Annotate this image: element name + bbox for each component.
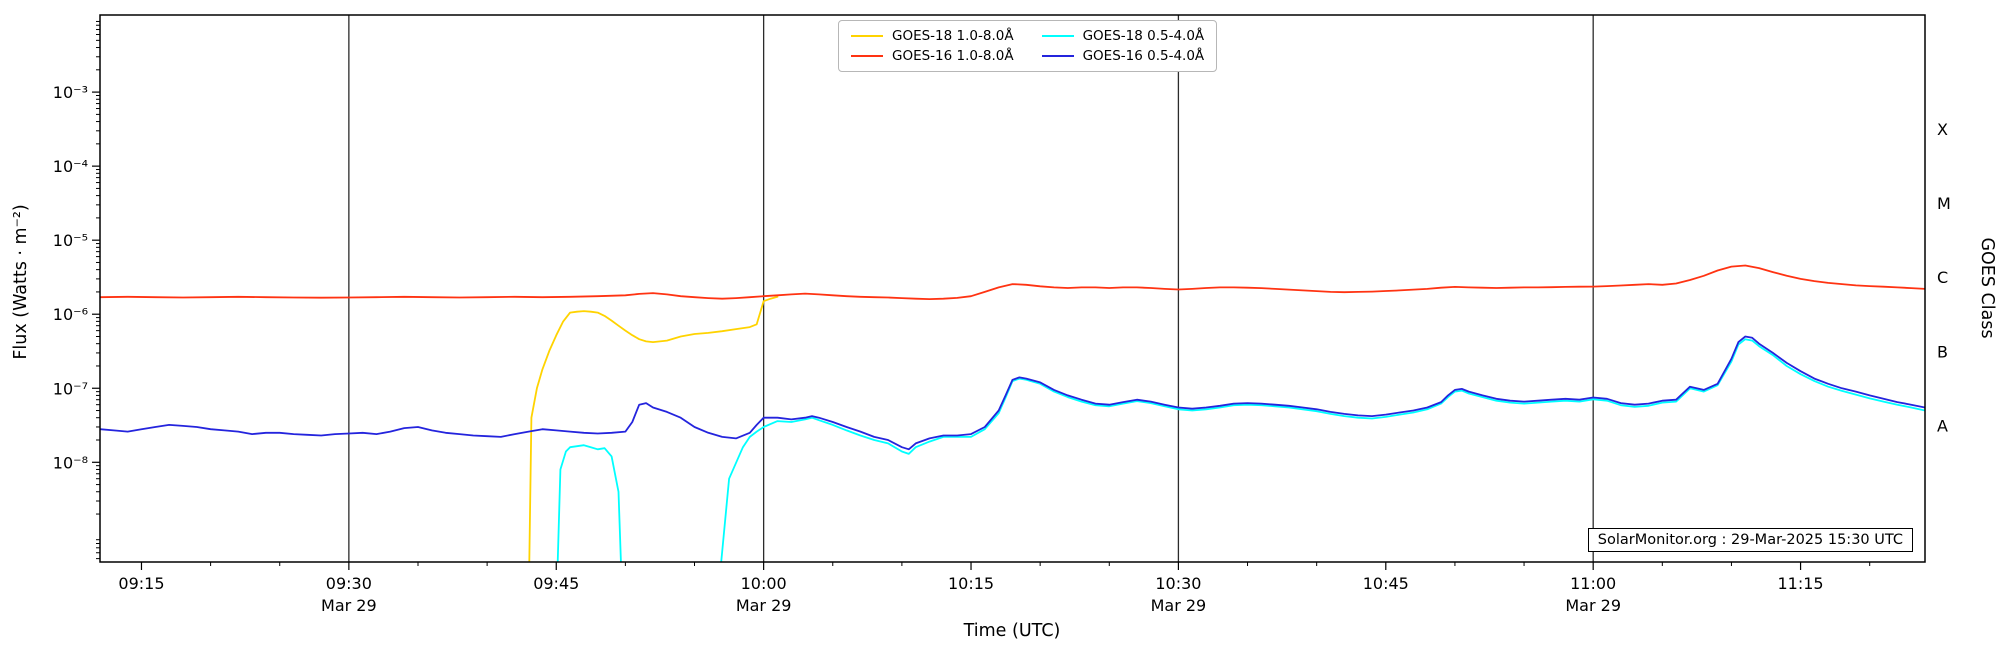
goes-class-label: X (1937, 120, 1948, 139)
legend-item-goes16-short: GOES-16 0.5-4.0Å (1041, 48, 1205, 64)
legend: GOES-18 1.0-8.0Å GOES-16 1.0-8.0Å GOES-18 … (838, 20, 1218, 72)
y-tick-label: 10⁻⁶ (53, 305, 88, 324)
legend-label: GOES-18 1.0-8.0Å (892, 28, 1014, 44)
x-tick-label: 09:45 (533, 574, 579, 593)
goes-class-label: C (1937, 268, 1948, 287)
y-tick-label: 10⁻⁵ (53, 231, 88, 250)
x-tick-label: 09:15 (118, 574, 164, 593)
y-tick-label: 10⁻⁴ (53, 157, 88, 176)
x-date-label: Mar 29 (736, 596, 792, 615)
goes-class-label: M (1937, 194, 1951, 213)
x-tick-label: 10:15 (948, 574, 994, 593)
x-tick-label: 10:30 (1155, 574, 1201, 593)
x-tick-label: 11:00 (1570, 574, 1616, 593)
legend-label: GOES-18 0.5-4.0Å (1082, 28, 1205, 44)
goes-class-label: B (1937, 342, 1948, 361)
plot-border (99, 14, 1926, 563)
x-tick-label: 11:15 (1778, 574, 1824, 593)
series-line-goes18-long (528, 295, 779, 562)
axes-layer: 09:15 09:30 09:45 10:00 10:15 10:30 10:45 11:00… (53, 14, 1951, 615)
x-date-label: Mar 29 (321, 596, 377, 615)
y-tick-label: 10⁻⁷ (53, 379, 88, 398)
series-line-goes16-long (100, 264, 1925, 301)
y-tick-label: 10⁻³ (53, 83, 88, 102)
x-tick-label: 09:30 (326, 574, 372, 593)
x-tick-label: 10:45 (1363, 574, 1409, 593)
legend-item-goes18-long: GOES-18 1.0-8.0Å (851, 28, 1014, 44)
x-date-label: Mar 29 (1151, 596, 1207, 615)
series-line-goes18-short (556, 338, 1925, 562)
legend-item-goes16-long: GOES-16 1.0-8.0Å (851, 48, 1014, 64)
y-axis-title: Flux (Watts · m⁻²) (11, 204, 31, 359)
x-tick-label: 10:00 (741, 574, 787, 593)
legend-line-swatch (1041, 35, 1074, 37)
gridlines-layer (348, 15, 1594, 562)
goes-class-label: A (1937, 416, 1948, 435)
right-axis-title: GOES Class (1977, 237, 1997, 338)
legend-item-goes18-short: GOES-18 0.5-4.0Å (1041, 28, 1205, 44)
legend-line-swatch (1041, 55, 1074, 57)
legend-line-swatch (851, 35, 883, 37)
series-line-goes16-short (100, 335, 1925, 451)
x-axis-title: Time (UTC) (963, 621, 1061, 641)
y-tick-label: 10⁻⁸ (53, 453, 88, 472)
legend-label: GOES-16 0.5-4.0Å (1082, 48, 1205, 64)
series-layer (100, 264, 1925, 562)
watermark-label: SolarMonitor.org : 29-Mar-2025 15:30 UTC (1587, 528, 1913, 552)
legend-line-swatch (851, 55, 883, 57)
legend-label: GOES-16 1.0-8.0Å (892, 48, 1014, 64)
x-date-label: Mar 29 (1565, 596, 1621, 615)
